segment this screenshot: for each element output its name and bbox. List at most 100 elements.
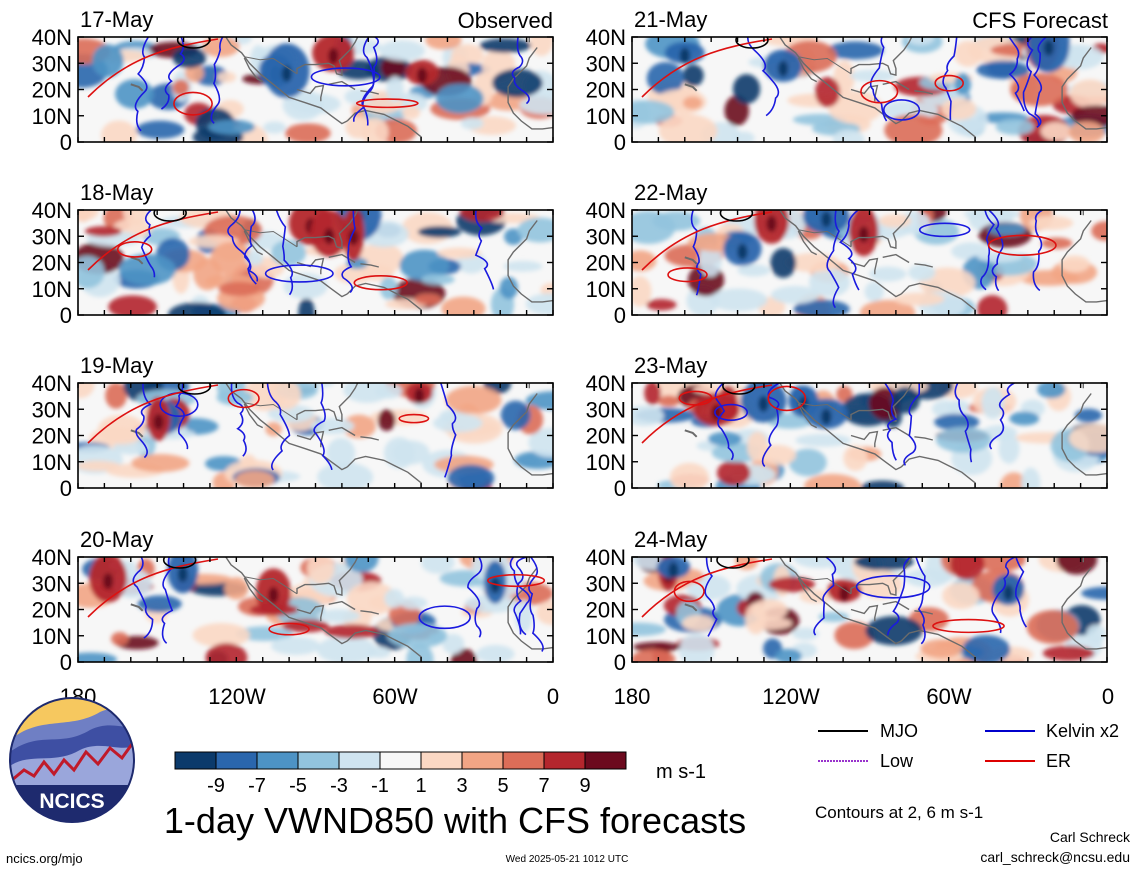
colorbar: -9 -7 -5 -3 -1 1 3 5 7 9 <box>174 751 627 797</box>
lat-tick-label: 0 <box>60 476 72 501</box>
colorbar-swatch <box>215 751 258 770</box>
lat-tick-label: 0 <box>614 130 626 155</box>
lon-tick-180-right: 180 <box>614 684 651 709</box>
lat-tick-label: 20N <box>32 424 72 449</box>
lat-tick-label: 40N <box>586 25 626 50</box>
wind-field <box>78 383 553 488</box>
colorbar-swatch <box>461 751 504 770</box>
coastlines <box>130 37 553 142</box>
panel-ticks <box>631 556 1108 663</box>
lat-tick-label: 10N <box>32 624 72 649</box>
lat-tick-label: 40N <box>32 371 72 396</box>
lat-tick-label: 20N <box>32 78 72 103</box>
colorbar-swatch <box>174 751 217 770</box>
lat-tick-label: 20N <box>586 424 626 449</box>
colorbar-swatch <box>379 751 422 770</box>
contours-note: Contours at 2, 6 m s-1 <box>815 803 983 822</box>
panel-date: 24-May <box>634 527 707 552</box>
lat-tick-label: 10N <box>586 450 626 475</box>
lon-tick-60w-right: 60W <box>926 684 971 709</box>
lat-tick-label: 20N <box>32 251 72 276</box>
colorbar-label: 3 <box>456 775 467 797</box>
forecast-label: CFS Forecast <box>972 8 1108 33</box>
colorbar-swatch <box>502 751 545 770</box>
panel-grid: 40N30N20N10N017-May40N30N20N10N018-May40… <box>32 7 1108 675</box>
panel-ticks <box>77 36 554 143</box>
lon-tick-0-left: 0 <box>547 684 559 709</box>
lat-tick-label: 30N <box>586 224 626 249</box>
colorbar-label: 5 <box>497 775 508 797</box>
panel-date: 23-May <box>634 353 707 378</box>
lat-tick-label: 40N <box>32 198 72 223</box>
coastlines <box>684 37 1107 142</box>
panel-ticks <box>631 36 1108 143</box>
lon-axis-left: 180 120W 60W 0 <box>60 684 559 709</box>
lon-axis-right: 180 120W 60W 0 <box>614 684 1114 709</box>
logo-text: NCICS <box>39 790 104 813</box>
lat-tick-label: 0 <box>60 303 72 328</box>
footer-timestamp: Wed 2025-05-21 1012 UTC <box>506 854 629 865</box>
panel-date: 19-May <box>80 353 153 378</box>
lat-tick-label: 0 <box>60 650 72 675</box>
lat-tick-label: 40N <box>32 25 72 50</box>
lat-tick-label: 30N <box>32 571 72 596</box>
lat-tick-label: 10N <box>32 450 72 475</box>
lat-tick-label: 30N <box>32 224 72 249</box>
lat-tick-label: 40N <box>586 545 626 570</box>
lat-tick-label: 20N <box>32 598 72 623</box>
lon-tick-60w-left: 60W <box>372 684 417 709</box>
colorbar-swatch <box>297 751 340 770</box>
panel-date: 18-May <box>80 180 153 205</box>
colorbar-swatch <box>256 751 299 770</box>
lat-tick-label: 10N <box>586 277 626 302</box>
wind-field <box>632 383 1107 488</box>
coastlines <box>684 383 1107 488</box>
footer-email: carl_schreck@ncsu.edu <box>980 849 1130 865</box>
lat-tick-label: 0 <box>614 303 626 328</box>
colorbar-label: 9 <box>579 775 590 797</box>
panel-date: 17-May <box>80 7 153 32</box>
colorbar-swatch <box>584 751 627 770</box>
lat-tick-label: 0 <box>614 476 626 501</box>
wave-contours <box>87 210 495 296</box>
legend-kelvin-label: Kelvin x2 <box>1046 721 1119 741</box>
lat-tick-label: 30N <box>586 397 626 422</box>
panel-ticks <box>77 382 554 489</box>
colorbar-label: -1 <box>371 775 389 797</box>
lon-tick-120w-right: 120W <box>762 684 820 709</box>
lat-tick-label: 30N <box>586 571 626 596</box>
colorbar-label: 7 <box>538 775 549 797</box>
lat-tick-label: 40N <box>586 371 626 396</box>
wave-contours <box>87 557 546 652</box>
wave-contours <box>641 383 1015 468</box>
lat-tick-label: 20N <box>586 251 626 276</box>
lat-tick-label: 0 <box>614 650 626 675</box>
colorbar-label: -3 <box>330 775 348 797</box>
footer-author: Carl Schreck <box>1050 829 1131 845</box>
colorbar-label: 1 <box>415 775 426 797</box>
lat-tick-label: 40N <box>586 198 626 223</box>
wave-contours <box>87 37 530 132</box>
lat-tick-label: 20N <box>586 598 626 623</box>
colorbar-units: m s-1 <box>656 761 706 783</box>
legend-er-label: ER <box>1046 751 1071 771</box>
colorbar-label: -7 <box>248 775 266 797</box>
observed-label: Observed <box>458 8 553 33</box>
legend-low-label: Low <box>880 751 914 771</box>
panel-ticks <box>77 556 554 663</box>
colorbar-label: -9 <box>207 775 225 797</box>
footer-url: ncics.org/mjo <box>6 851 83 866</box>
lon-tick-0-right: 0 <box>1102 684 1114 709</box>
panel-date: 21-May <box>634 7 707 32</box>
ncics-logo: NCICS <box>9 697 135 823</box>
lat-tick-label: 20N <box>586 78 626 103</box>
